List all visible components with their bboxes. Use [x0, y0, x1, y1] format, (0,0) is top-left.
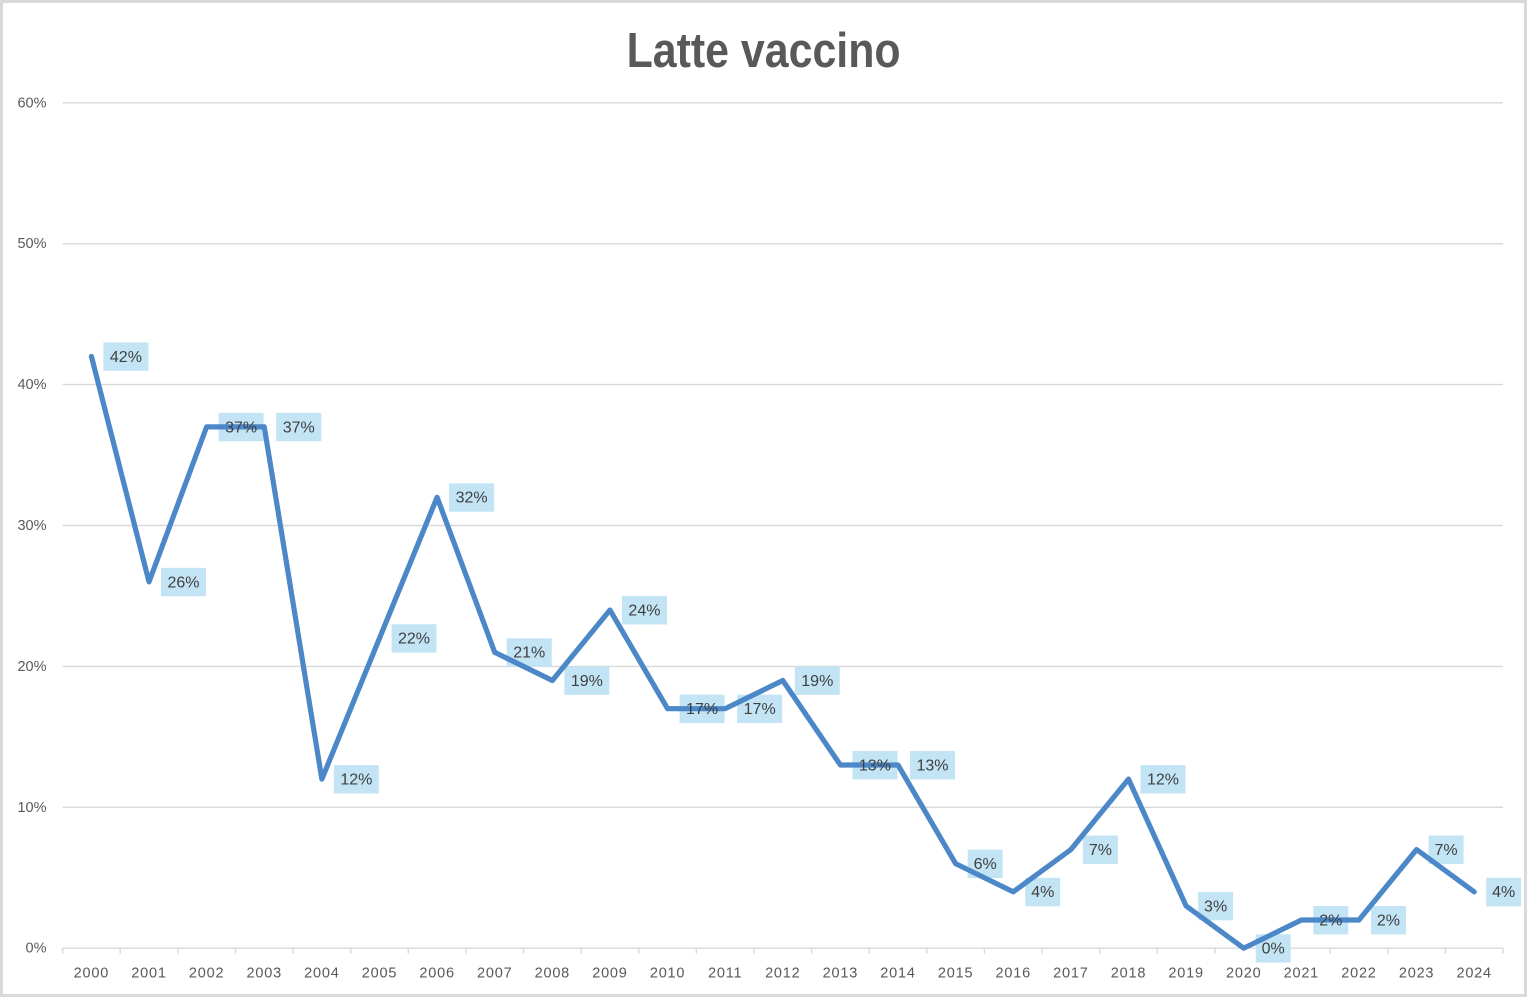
svg-text:2022: 2022	[1341, 966, 1376, 982]
svg-text:7%: 7%	[1435, 842, 1458, 859]
svg-text:2%: 2%	[1319, 912, 1342, 929]
svg-text:40%: 40%	[17, 377, 46, 393]
svg-text:2013: 2013	[823, 966, 858, 982]
svg-text:12%: 12%	[340, 772, 372, 789]
svg-text:60%: 60%	[17, 95, 46, 111]
svg-text:2017: 2017	[1053, 966, 1088, 982]
svg-text:42%: 42%	[110, 349, 142, 366]
svg-text:4%: 4%	[1031, 884, 1054, 901]
svg-text:7%: 7%	[1089, 842, 1112, 859]
svg-text:22%: 22%	[398, 631, 430, 648]
svg-text:12%: 12%	[1147, 772, 1179, 789]
svg-text:17%: 17%	[686, 701, 718, 718]
svg-text:2018: 2018	[1111, 966, 1146, 982]
svg-text:2009: 2009	[592, 966, 627, 982]
svg-text:0%: 0%	[26, 941, 47, 957]
svg-text:2021: 2021	[1284, 966, 1319, 982]
svg-text:17%: 17%	[744, 701, 776, 718]
svg-text:24%: 24%	[628, 602, 660, 619]
svg-text:4%: 4%	[1492, 884, 1515, 901]
svg-text:6%: 6%	[974, 856, 997, 873]
svg-text:2015: 2015	[938, 966, 973, 982]
svg-text:2006: 2006	[419, 966, 454, 982]
svg-text:2002: 2002	[189, 966, 224, 982]
svg-text:10%: 10%	[17, 800, 46, 816]
svg-text:2024: 2024	[1456, 966, 1491, 982]
svg-text:2023: 2023	[1399, 966, 1434, 982]
svg-text:2020: 2020	[1226, 966, 1261, 982]
svg-text:2012: 2012	[765, 966, 800, 982]
svg-text:2001: 2001	[131, 966, 166, 982]
svg-text:2014: 2014	[880, 966, 915, 982]
svg-text:2019: 2019	[1168, 966, 1203, 982]
svg-text:Latte vaccino: Latte vaccino	[627, 24, 901, 78]
svg-text:30%: 30%	[17, 518, 46, 534]
svg-text:2011: 2011	[708, 966, 742, 982]
svg-text:32%: 32%	[456, 490, 488, 507]
svg-text:37%: 37%	[225, 419, 257, 436]
svg-text:2016: 2016	[996, 966, 1031, 982]
svg-text:2007: 2007	[477, 966, 512, 982]
svg-text:13%: 13%	[859, 757, 891, 774]
svg-text:0%: 0%	[1262, 941, 1285, 958]
svg-text:19%: 19%	[571, 673, 603, 690]
svg-text:2010: 2010	[650, 966, 685, 982]
svg-text:19%: 19%	[801, 673, 833, 690]
svg-text:37%: 37%	[283, 419, 315, 436]
svg-text:20%: 20%	[17, 659, 46, 675]
svg-text:2000: 2000	[74, 966, 109, 982]
svg-text:21%: 21%	[513, 645, 545, 662]
svg-text:13%: 13%	[917, 757, 949, 774]
svg-text:2003: 2003	[247, 966, 282, 982]
svg-text:2005: 2005	[362, 966, 397, 982]
svg-text:26%: 26%	[168, 574, 200, 591]
svg-text:2008: 2008	[535, 966, 570, 982]
svg-text:50%: 50%	[17, 236, 46, 252]
svg-text:2%: 2%	[1377, 912, 1400, 929]
svg-text:3%: 3%	[1204, 898, 1227, 915]
svg-text:2004: 2004	[304, 966, 339, 982]
